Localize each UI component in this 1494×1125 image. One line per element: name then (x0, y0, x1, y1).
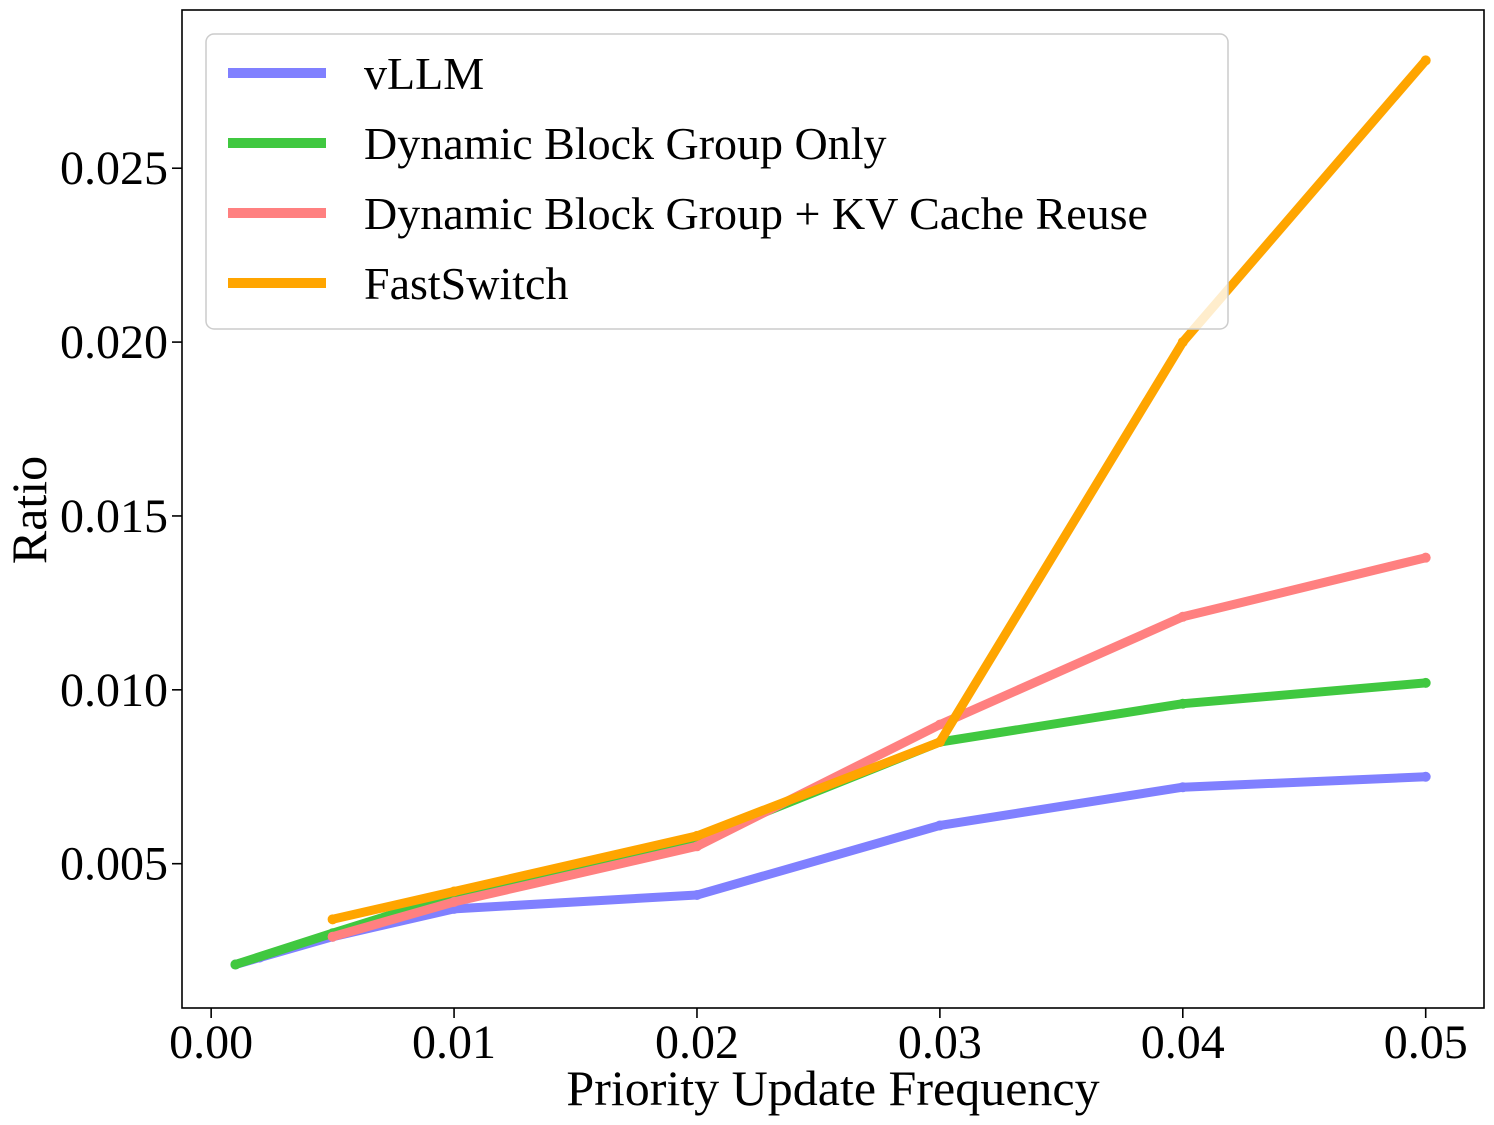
legend: vLLM Dynamic Block Group Only Dynamic Bloc… (205, 33, 1229, 330)
data-point-fastswitch (934, 736, 945, 747)
x-tick-label: 0.05 (1384, 1016, 1468, 1069)
data-point-fastswitch (449, 886, 460, 897)
data-point-dynamic-block-group-kv-cache-reuse (327, 931, 338, 942)
legend-label-vllm: vLLM (364, 48, 484, 99)
y-tick-label: 0.025 (60, 142, 168, 195)
y-tick-label: 0.005 (60, 838, 168, 891)
data-point-fastswitch (1177, 337, 1188, 348)
data-point-vllm (691, 889, 702, 900)
y-tick-label: 0.010 (60, 664, 168, 717)
data-point-fastswitch (327, 914, 338, 925)
y-tick-label: 0.015 (60, 490, 168, 543)
legend-marker-dynamic-block-group-only (272, 138, 282, 148)
data-point-fastswitch (691, 830, 702, 841)
legend-marker-dynamic-block-group-kv-cache-reuse (272, 208, 282, 218)
data-point-fastswitch (1420, 55, 1431, 66)
data-point-vllm (1177, 782, 1188, 793)
x-axis: 0.00 0.01 0.02 0.03 0.04 0.05 (169, 1008, 1468, 1069)
x-tick-label: 0.00 (169, 1016, 253, 1069)
y-axis: 0.005 0.010 0.015 0.020 0.025 (60, 142, 182, 891)
data-point-dynamic-block-group-only (1177, 698, 1188, 709)
data-point-vllm (934, 820, 945, 831)
data-point-dynamic-block-group-only (1420, 677, 1431, 688)
data-point-dynamic-block-group-kv-cache-reuse (1177, 611, 1188, 622)
y-axis-title: Ratio (1, 456, 57, 564)
legend-box (205, 33, 1229, 330)
legend-marker-vllm (272, 68, 282, 78)
data-point-dynamic-block-group-kv-cache-reuse (691, 841, 702, 852)
data-point-vllm (1420, 771, 1431, 782)
x-tick-label: 0.02 (655, 1016, 739, 1069)
x-tick-label: 0.04 (1141, 1016, 1225, 1069)
data-point-dynamic-block-group-kv-cache-reuse (1420, 552, 1431, 563)
legend-marker-fastswitch (272, 278, 282, 288)
x-axis-title: Priority Update Frequency (566, 1060, 1099, 1116)
x-tick-label: 0.03 (898, 1016, 982, 1069)
legend-label-dynamic-block-group-kv-cache-reuse: Dynamic Block Group + KV Cache Reuse (364, 188, 1148, 239)
data-point-dynamic-block-group-only (230, 959, 241, 970)
data-point-dynamic-block-group-kv-cache-reuse (934, 719, 945, 730)
y-tick-label: 0.020 (60, 316, 168, 369)
data-point-dynamic-block-group-kv-cache-reuse (449, 896, 460, 907)
legend-label-dynamic-block-group-only: Dynamic Block Group Only (364, 118, 887, 169)
legend-label-fastswitch: FastSwitch (364, 258, 568, 309)
x-tick-label: 0.01 (412, 1016, 496, 1069)
